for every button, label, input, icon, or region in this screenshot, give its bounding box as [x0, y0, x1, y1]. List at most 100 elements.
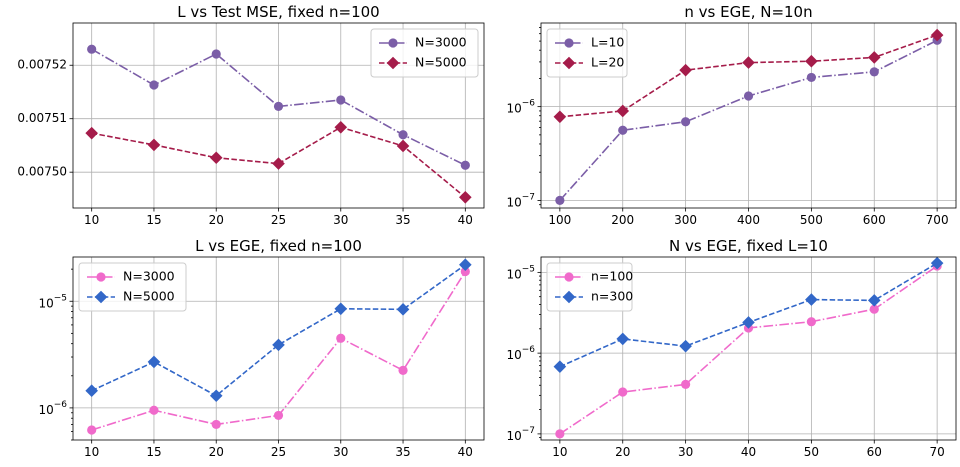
legend-label-L=20: L=20 — [591, 55, 624, 70]
legend-marker-L=10 — [564, 38, 574, 48]
data-point-n=100-x60 — [869, 304, 879, 314]
legend-marker-n=300 — [562, 290, 576, 304]
data-point-n=100-x10 — [555, 429, 565, 439]
data-point-L=20-x600 — [867, 51, 881, 64]
x-tick-label: 40 — [458, 213, 473, 227]
data-point-L=20-x200 — [616, 104, 630, 118]
legend-label-N=3000: N=3000 — [415, 35, 467, 50]
data-point-L=20-x100 — [553, 110, 567, 124]
x-tick-label: 35 — [395, 445, 410, 459]
data-point-N=3000-x30 — [336, 95, 346, 105]
data-point-N=5000-x30 — [334, 120, 348, 134]
data-point-L=10-x400 — [743, 91, 754, 101]
y-tick-label: 10−7 — [506, 192, 535, 209]
x-tick-label: 50 — [804, 445, 819, 459]
legend-label-N=5000: N=5000 — [123, 289, 175, 304]
x-tick-label: 20 — [209, 213, 224, 227]
legend-label-N=5000: N=5000 — [415, 55, 467, 70]
x-tick-label: 40 — [741, 445, 756, 459]
y-tick-label: 10−5 — [506, 264, 535, 281]
data-point-N=3000-x10 — [87, 425, 97, 435]
y-tick-label: 10−6 — [506, 98, 535, 115]
data-point-N=3000-x10 — [87, 44, 97, 54]
data-point-N=3000-x20 — [211, 419, 221, 430]
x-tick-label: 30 — [333, 213, 348, 227]
data-point-n=300-x10 — [553, 360, 567, 373]
legend-box — [78, 262, 187, 312]
data-point-N=3000-x40 — [460, 160, 470, 170]
x-tick-label: 500 — [800, 213, 823, 227]
x-tick-label: 20 — [615, 445, 630, 459]
data-point-N=5000-x15 — [147, 138, 161, 152]
legend: n=100 n=300 — [546, 262, 633, 312]
legend-box — [370, 28, 479, 78]
legend-label-N=3000: N=3000 — [123, 269, 175, 284]
x-tick-label: 35 — [395, 213, 410, 227]
x-tick-label: 20 — [209, 445, 224, 459]
data-point-N=5000-x35 — [396, 303, 410, 316]
data-point-N=5000-x25 — [272, 157, 285, 170]
data-point-n=300-x40 — [742, 316, 755, 329]
data-point-n=300-x30 — [679, 339, 692, 353]
y-tick-label: 0.00752 — [17, 58, 67, 72]
x-tick-label: 200 — [611, 213, 634, 227]
data-point-n=100-x50 — [806, 317, 816, 327]
x-tick-label: 100 — [548, 213, 571, 227]
x-tick-label: 30 — [333, 445, 348, 459]
legend-marker-N=3000 — [388, 38, 398, 48]
data-point-N=5000-x10 — [85, 126, 98, 140]
data-point-n=100-x20 — [618, 387, 628, 397]
legend-label-n=300: n=300 — [591, 289, 633, 304]
data-point-N=5000-x40 — [459, 191, 472, 204]
legend: N=3000 N=5000 — [370, 28, 479, 78]
y-tick-label: 10−5 — [38, 293, 67, 310]
chart-panel-3: 10 15 20 25 30 35 40 10−6 10−5 L vs EGE, fixed n=… — [38, 237, 485, 459]
x-tick-label: 25 — [271, 445, 286, 459]
chart-panel-4: 10 20 30 40 50 60 70 10−7 10−6 10−5 N vs EGE, fixe… — [506, 237, 957, 459]
legend-marker-n=100 — [564, 272, 574, 282]
x-tick-label: 25 — [271, 213, 286, 227]
data-point-N=3000-x30 — [336, 333, 346, 343]
x-tick-label: 10 — [84, 445, 99, 459]
chart-title: L vs Test MSE, fixed n=100 — [177, 3, 379, 21]
x-tick-label: 700 — [926, 213, 949, 227]
y-tick-label: 0.00751 — [17, 111, 67, 125]
x-tick-label: 40 — [458, 445, 473, 459]
data-point-L=20-x700 — [930, 28, 944, 42]
legend: N=3000 N=5000 — [78, 262, 187, 312]
y-tick-label: 0.00750 — [17, 165, 67, 179]
data-point-L=20-x400 — [742, 56, 755, 69]
data-point-L=10-x500 — [806, 72, 816, 83]
data-point-N=3000-x35 — [398, 130, 408, 140]
legend-label-n=100: n=100 — [591, 269, 633, 284]
data-point-N=5000-x40 — [459, 258, 472, 272]
legend-marker-N=5000 — [386, 56, 400, 70]
legend: L=10 L=20 — [546, 28, 628, 78]
y-tick-label: 10−6 — [38, 399, 67, 416]
chart-title: L vs EGE, fixed n=100 — [195, 237, 362, 255]
data-point-n=300-x60 — [867, 294, 881, 307]
data-point-L=20-x500 — [805, 54, 818, 68]
x-tick-label: 15 — [146, 445, 161, 459]
x-tick-label: 10 — [84, 213, 99, 227]
x-tick-label: 300 — [674, 213, 697, 227]
chart-panel-2: 100 200 300 400 500 600 700 10−7 10−6 n vs EGE, N… — [506, 3, 957, 227]
legend-marker-N=3000 — [96, 272, 106, 282]
data-point-N=5000-x30 — [334, 302, 348, 316]
data-point-L=10-x100 — [555, 195, 565, 206]
y-tick-label: 10−7 — [506, 425, 535, 442]
data-point-n=100-x30 — [681, 379, 691, 389]
data-point-N=3000-x15 — [149, 80, 159, 90]
data-point-N=3000-x35 — [398, 365, 408, 375]
data-point-n=300-x50 — [805, 293, 818, 306]
chart-panel-1: 10 15 20 25 30 35 40 0.00750 0.00751 0.00752 L vs … — [17, 3, 485, 227]
x-tick-label: 400 — [737, 213, 760, 227]
data-point-N=5000-x20 — [209, 151, 223, 165]
data-point-N=3000-x40 — [460, 266, 470, 277]
data-point-L=10-x600 — [869, 67, 879, 77]
x-tick-label: 60 — [867, 445, 882, 459]
data-point-N=5000-x35 — [396, 139, 410, 153]
data-point-N=3000-x25 — [273, 410, 284, 421]
data-point-N=5000-x20 — [209, 389, 223, 403]
